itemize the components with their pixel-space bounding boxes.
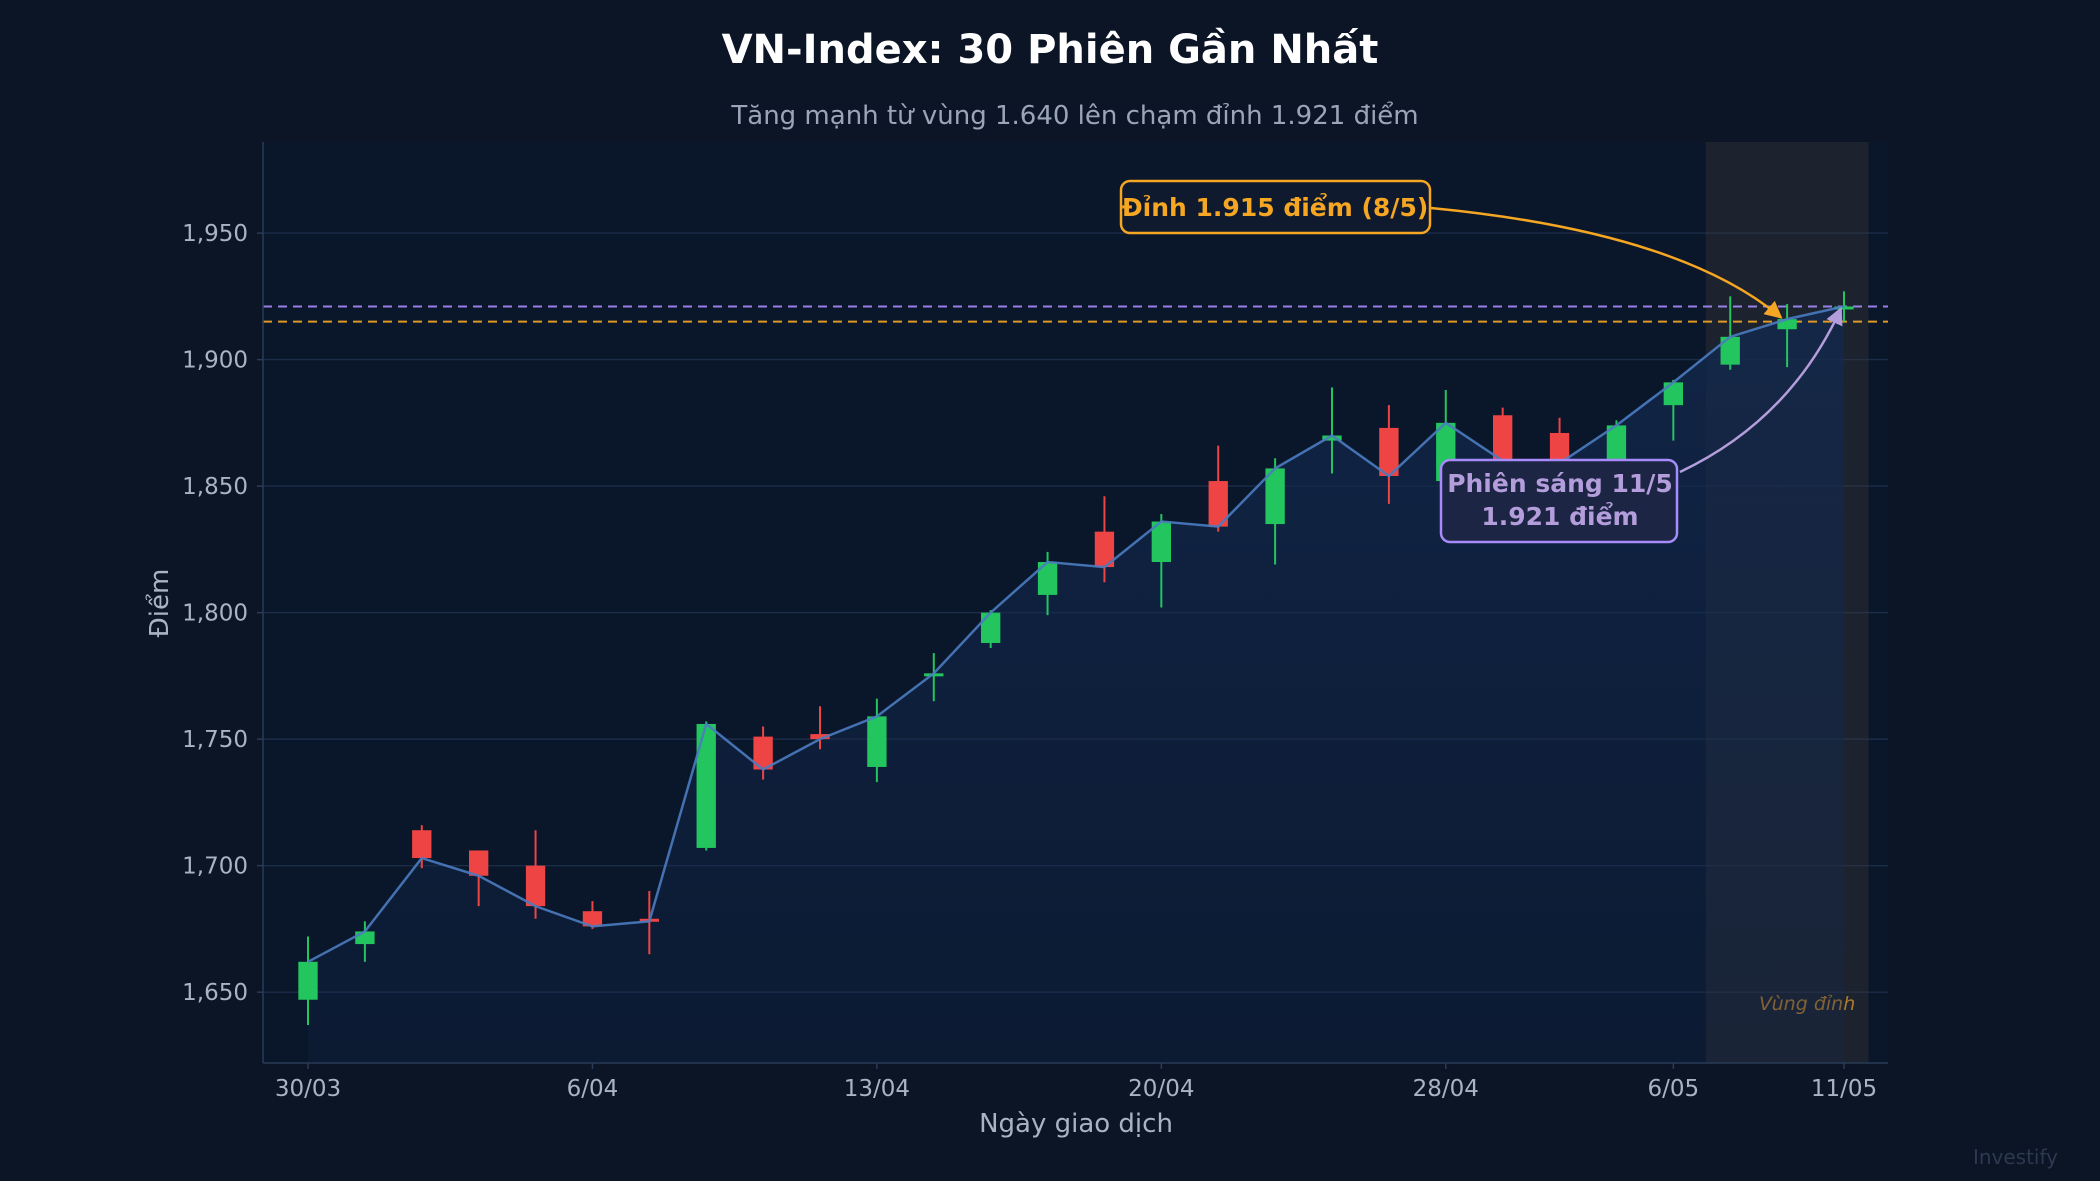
- axes: [262, 142, 1888, 1064]
- y-axis-ticks: 1,650 1,700 1,750 1,800 1,850 1,900 1,950: [182, 221, 263, 1006]
- candle-5: [582, 901, 603, 929]
- close-line-path: [307, 305, 1845, 963]
- candle-body-15: [1151, 521, 1172, 563]
- x-tick-label-3: 20/04: [1128, 1076, 1194, 1102]
- x-tick-label-0: 30/03: [275, 1076, 341, 1102]
- y-axis-label: Điểm: [144, 569, 175, 638]
- y-tick-label-4: 1,850: [182, 474, 248, 500]
- candle-10: [867, 698, 887, 783]
- candle-body-2: [412, 830, 432, 859]
- annotation-peak-box: [1119, 179, 1432, 235]
- candle-body-16: [1208, 481, 1228, 527]
- candle-12: [980, 610, 1001, 649]
- annotation-session-line-1: Phiên sáng 11/5: [1447, 469, 1673, 498]
- annotation-peak-text: Đỉnh 1.915 điểm (8/5): [1122, 192, 1429, 222]
- x-axis-label: Ngày giao dịch: [979, 1109, 1173, 1139]
- candle-body-5: [582, 911, 603, 927]
- y-tick-label-6: 1,950: [182, 221, 248, 247]
- candle-body-23: [1606, 425, 1627, 461]
- candle-3: [468, 850, 489, 907]
- annotation-session-arrow: [1679, 306, 1843, 474]
- candle-15: [1151, 513, 1172, 608]
- candle-body-27: [1834, 306, 1854, 310]
- candle-body-1: [355, 931, 375, 945]
- candle-23: [1606, 420, 1627, 466]
- x-tick-label-4: 28/04: [1413, 1076, 1479, 1102]
- candle-body-10: [867, 716, 887, 767]
- candle-7: [696, 721, 716, 851]
- candle-body-9: [810, 734, 830, 740]
- candle-body-25: [1720, 336, 1740, 365]
- candle-0: [298, 936, 318, 1026]
- close-line: [307, 305, 1845, 963]
- candle-body-19: [1379, 427, 1399, 476]
- candle-25: [1720, 296, 1740, 370]
- y-tick-label-5: 1,900: [182, 348, 248, 374]
- candle-body-0: [298, 961, 318, 1000]
- candle-body-13: [1037, 562, 1058, 595]
- y-tick-label-1: 1,700: [182, 854, 248, 880]
- annotation-session-line-2: 1.921 điểm: [1481, 501, 1638, 531]
- y-tick-label-0: 1,650: [182, 980, 248, 1006]
- chart-subtitle: Tăng mạnh từ vùng 1.640 lên chạm đỉnh 1.…: [730, 100, 1418, 131]
- candle-body-17: [1265, 468, 1285, 525]
- candle-9: [810, 706, 830, 750]
- watermark: Investify: [1973, 1145, 2058, 1169]
- annotation-peak-arrow: [1430, 206, 1783, 319]
- y-tick-label-2: 1,750: [182, 727, 248, 753]
- candle-body-18: [1322, 435, 1342, 441]
- x-tick-label-1: 6/04: [567, 1076, 619, 1102]
- candle-4: [525, 830, 546, 919]
- candle-18: [1322, 387, 1342, 474]
- candle-2: [412, 825, 432, 869]
- candle-body-14: [1094, 531, 1115, 568]
- annotation-session-box: [1439, 458, 1679, 544]
- candle-body-24: [1663, 382, 1684, 406]
- x-axis-ticks: 30/03 6/04 13/04 20/04 28/04 6/05 11/05: [275, 1063, 1877, 1102]
- candle-16: [1208, 445, 1228, 532]
- candle-26: [1777, 303, 1797, 368]
- candle-body-26: [1777, 319, 1797, 330]
- x-tick-label-6: 11/05: [1811, 1076, 1877, 1102]
- candle-17: [1265, 458, 1285, 565]
- candle-body-7: [696, 723, 716, 848]
- x-tick-label-5: 6/05: [1648, 1076, 1700, 1102]
- annotations: Đỉnh 1.915 điểm (8/5) Phiên sáng 11/5 1.92…: [1119, 179, 1843, 544]
- candle-24: [1663, 379, 1684, 441]
- candle-body-8: [753, 736, 773, 770]
- candle-body-22: [1549, 432, 1570, 464]
- y-tick-label-3: 1,800: [182, 601, 248, 627]
- chart-title: VN-Index: 30 Phiên Gần Nhất: [722, 27, 1379, 73]
- candle-19: [1379, 405, 1399, 504]
- x-tick-label-2: 13/04: [844, 1076, 910, 1102]
- candle-body-3: [468, 850, 489, 876]
- candle-body-4: [525, 865, 546, 907]
- candle-body-12: [980, 612, 1001, 643]
- reference-lines: [263, 305, 1888, 323]
- candle-body-21: [1492, 415, 1513, 461]
